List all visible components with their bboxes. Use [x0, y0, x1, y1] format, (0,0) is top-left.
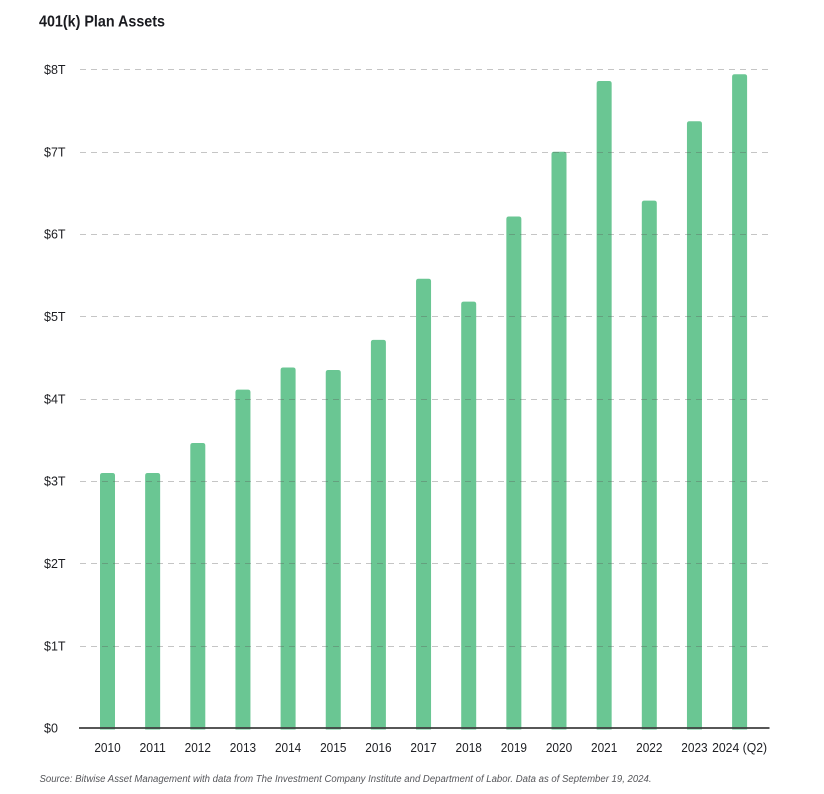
svg-text:$3T: $3T	[44, 475, 66, 489]
svg-text:$5T: $5T	[44, 310, 66, 324]
svg-text:2019: 2019	[501, 741, 527, 755]
svg-text:2024 (Q2): 2024 (Q2)	[712, 741, 767, 755]
svg-text:2010: 2010	[94, 741, 120, 755]
svg-text:401(k) Plan Assets: 401(k) Plan Assets	[39, 14, 165, 31]
svg-text:$4T: $4T	[44, 392, 66, 406]
svg-text:2018: 2018	[456, 741, 482, 755]
svg-text:2023: 2023	[681, 741, 707, 755]
svg-text:Source: Bitwise Asset Manageme: Source: Bitwise Asset Management with da…	[40, 774, 652, 785]
svg-text:2022: 2022	[636, 741, 662, 755]
svg-text:$6T: $6T	[44, 228, 66, 242]
svg-text:$2T: $2T	[44, 557, 66, 571]
svg-text:2011: 2011	[140, 741, 166, 755]
svg-text:2021: 2021	[591, 741, 617, 755]
svg-text:2016: 2016	[365, 741, 391, 755]
svg-text:$0: $0	[44, 722, 58, 736]
svg-text:$8T: $8T	[44, 63, 66, 77]
svg-text:2017: 2017	[410, 741, 436, 755]
svg-text:2013: 2013	[230, 741, 256, 755]
svg-text:2015: 2015	[320, 741, 346, 755]
svg-text:2014: 2014	[275, 741, 301, 755]
svg-text:$7T: $7T	[44, 145, 66, 159]
svg-text:2012: 2012	[185, 741, 211, 755]
svg-text:2020: 2020	[546, 741, 572, 755]
svg-text:$1T: $1T	[44, 639, 66, 653]
